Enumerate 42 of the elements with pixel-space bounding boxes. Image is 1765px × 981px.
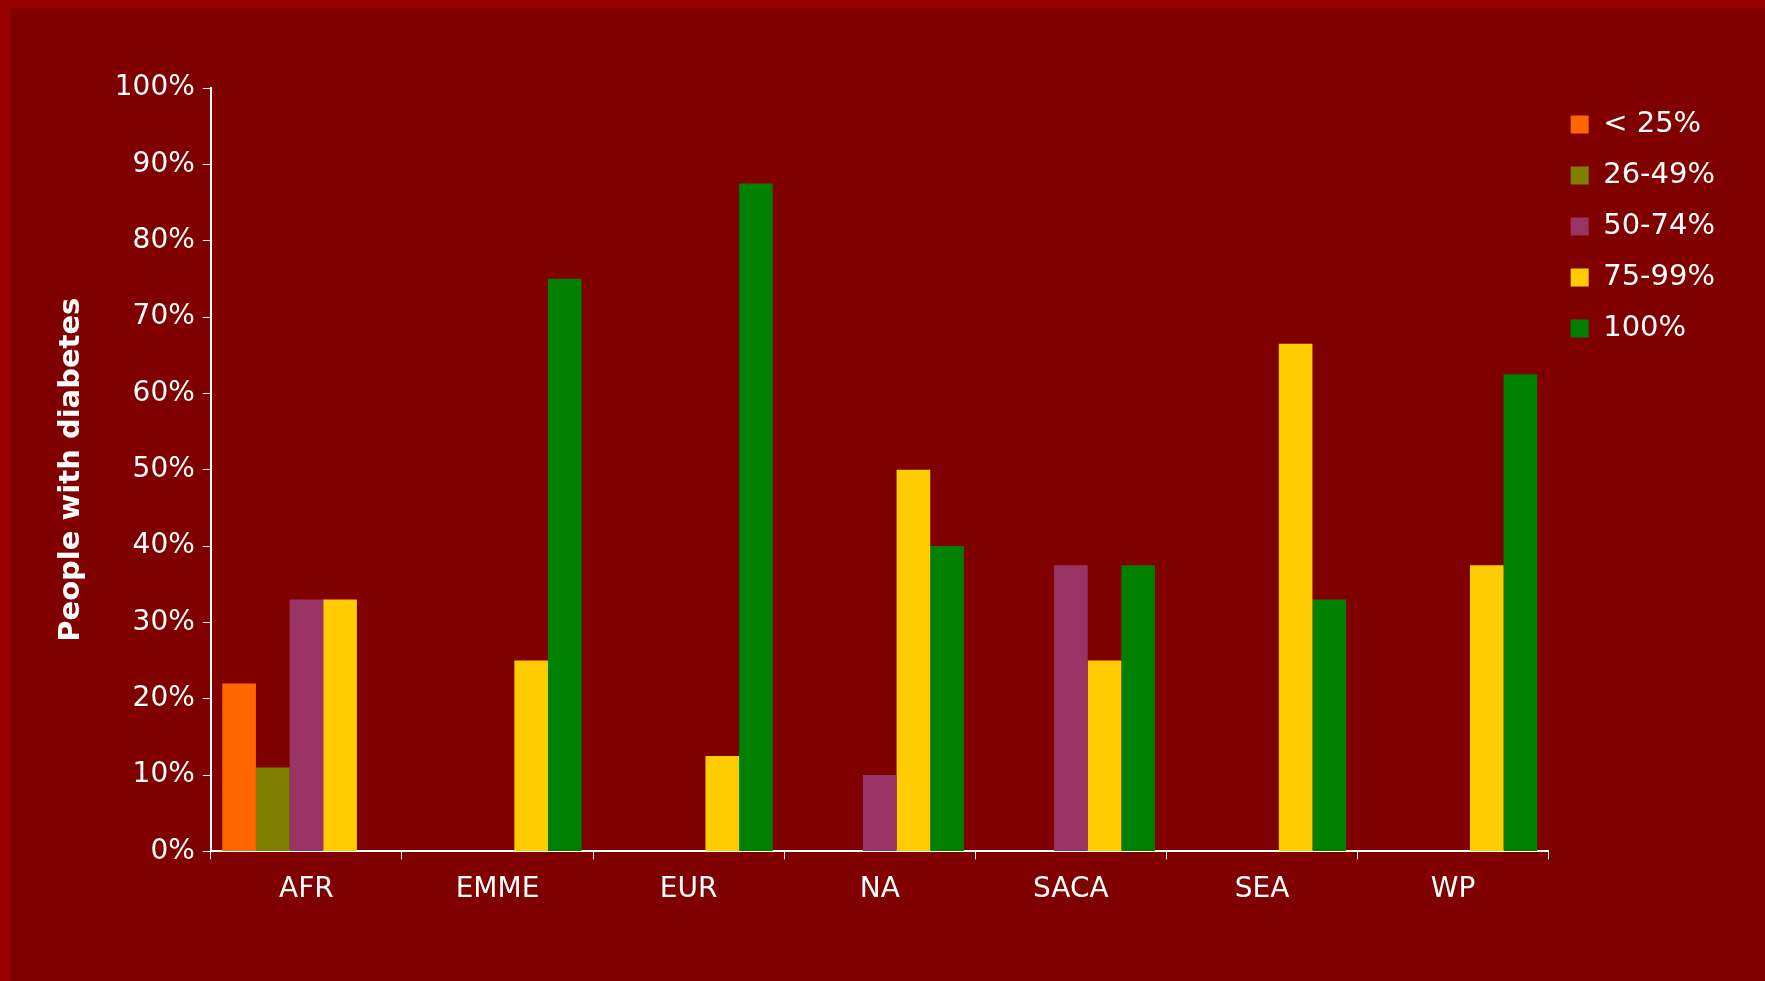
bar	[222, 683, 256, 851]
bar	[1503, 374, 1538, 851]
x-tick-label: NA	[859, 871, 900, 905]
bar	[1312, 599, 1347, 851]
bar	[739, 183, 773, 851]
bar	[896, 469, 931, 851]
legend-label: 75-99%	[1603, 258, 1716, 293]
bar	[323, 599, 357, 851]
bar	[1469, 565, 1504, 851]
y-tick-label: 70%	[132, 298, 195, 332]
y-tick-label: 0%	[150, 832, 195, 866]
bar	[1087, 660, 1122, 851]
bar	[1121, 565, 1155, 851]
x-tick-label: EUR	[659, 871, 718, 905]
y-tick-label: 30%	[132, 603, 195, 637]
x-tick-label: EMME	[455, 871, 540, 905]
y-tick-label: 10%	[132, 756, 195, 790]
legend-label: 26-49%	[1603, 156, 1716, 191]
y-tick-label: 80%	[132, 221, 195, 255]
bar	[547, 278, 582, 851]
bar	[1054, 565, 1088, 851]
x-tick-label: SEA	[1234, 871, 1290, 905]
x-tick-label: AFR	[279, 871, 334, 905]
y-axis-title: People with diabetes	[51, 297, 86, 642]
bar	[514, 660, 548, 851]
x-tick-label: SACA	[1033, 871, 1109, 905]
bar	[705, 755, 740, 851]
bar	[1278, 343, 1313, 851]
y-tick-label: 20%	[132, 680, 195, 713]
legend-label: 50-74%	[1603, 207, 1716, 242]
x-tick-label: WP	[1430, 871, 1476, 905]
y-tick-label: 60%	[132, 374, 195, 408]
y-tick-label: 40%	[132, 527, 195, 561]
y-tick-label: 90%	[132, 145, 195, 179]
y-tick-label: 100%	[114, 69, 195, 103]
bar	[930, 546, 964, 851]
legend-label: < 25%	[1603, 105, 1702, 140]
bar	[255, 767, 290, 851]
legend-label: 100%	[1603, 309, 1687, 344]
bar	[862, 775, 897, 851]
y-tick-label: 50%	[132, 450, 195, 484]
bar	[289, 599, 324, 851]
